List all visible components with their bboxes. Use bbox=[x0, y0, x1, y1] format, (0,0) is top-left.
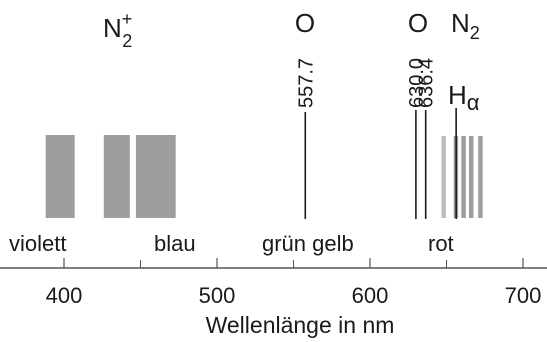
axis-tick-labels: 400 500 600 700 bbox=[46, 283, 542, 308]
n2-band bbox=[461, 136, 466, 218]
color-region-label: blau bbox=[154, 231, 196, 256]
axis-title: Wellenlänge in nm bbox=[206, 312, 395, 338]
n2-band bbox=[468, 136, 474, 218]
tick-label: 700 bbox=[505, 283, 542, 308]
emission-bands bbox=[45, 135, 483, 218]
tick-label: 400 bbox=[46, 283, 83, 308]
emission-lines bbox=[304, 108, 457, 219]
n2-band bbox=[441, 136, 446, 218]
n2-band bbox=[478, 136, 483, 218]
axis-ticks bbox=[63, 258, 524, 268]
color-region-label: grün gelb bbox=[262, 231, 354, 256]
species-o-green: O bbox=[295, 8, 315, 38]
wavelength-label: 557.7 bbox=[295, 58, 317, 108]
color-region-labels: violett blau grün gelb rot bbox=[9, 231, 454, 256]
wavelength-label: 630.0 bbox=[406, 58, 428, 108]
species-h-alpha: Hα bbox=[448, 80, 480, 115]
tick-label: 600 bbox=[352, 283, 389, 308]
n2-plus-band bbox=[45, 135, 75, 218]
species-n2: N2 bbox=[451, 8, 480, 43]
species-o-red: O bbox=[408, 8, 428, 38]
wavelength-label: 636.4 bbox=[416, 58, 438, 108]
n2-plus-band bbox=[135, 135, 176, 218]
species-n2-plus: N+ 2 bbox=[103, 9, 132, 51]
n2-plus-band bbox=[103, 135, 130, 218]
color-region-label: rot bbox=[428, 231, 454, 256]
tick-label: 500 bbox=[199, 283, 236, 308]
color-region-label: violett bbox=[9, 231, 66, 256]
